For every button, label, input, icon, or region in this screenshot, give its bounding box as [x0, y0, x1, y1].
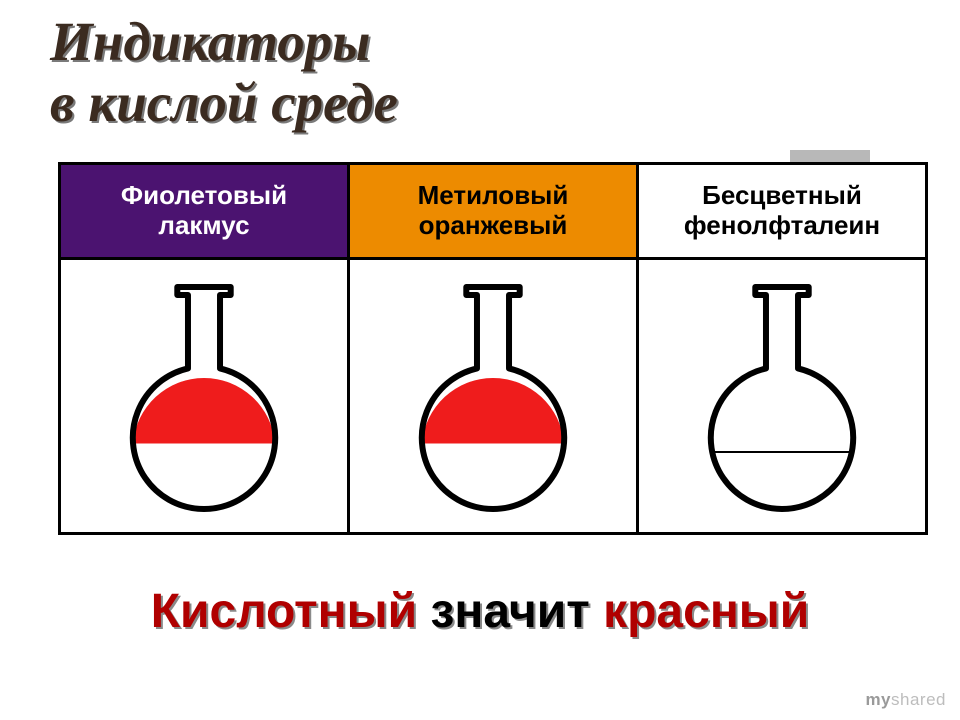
wm-2: shared [891, 690, 946, 709]
slide: { "title": { "line1": "Индикаторы", "lin… [0, 0, 960, 720]
flask-0 [115, 277, 293, 515]
col-0-l2: лакмус [158, 210, 249, 240]
slide-title: Индикаторы в кислой среде Индикаторы в к… [50, 12, 910, 133]
flask-cell-2 [638, 259, 927, 534]
col-2-header: Бесцветный фенолфталеин [638, 164, 927, 259]
header-row: Фиолетовый лакмус Метиловый оранжевый Бе… [60, 164, 927, 259]
flask-2 [693, 277, 871, 515]
col-2-l2: фенолфталеин [684, 210, 880, 240]
cap-w3: красный [603, 585, 809, 638]
indicator-table: Фиолетовый лакмус Метиловый оранжевый Бе… [58, 162, 928, 535]
flask-row [60, 259, 927, 534]
col-0-l1: Фиолетовый [121, 180, 287, 210]
wm-1: my [865, 690, 891, 709]
col-1-l1: Метиловый [418, 180, 569, 210]
flask-cell-0 [60, 259, 349, 534]
col-0-header: Фиолетовый лакмус [60, 164, 349, 259]
title-line1: Индикаторы [50, 11, 370, 72]
cap-w2: значит [417, 585, 603, 638]
watermark: myshared [865, 690, 946, 710]
caption-front: Кислотный значит красный [0, 584, 960, 639]
bottom-caption: Кислотный значит красный Кислотный значи… [0, 584, 960, 639]
title-front: Индикаторы в кислой среде [50, 12, 910, 133]
cap-w1: Кислотный [151, 585, 417, 638]
col-1-header: Метиловый оранжевый [349, 164, 638, 259]
flask-1 [404, 277, 582, 515]
title-line2: в кислой среде [50, 72, 398, 133]
col-2-l1: Бесцветный [702, 180, 862, 210]
flask-cell-1 [349, 259, 638, 534]
col-1-l2: оранжевый [419, 210, 568, 240]
